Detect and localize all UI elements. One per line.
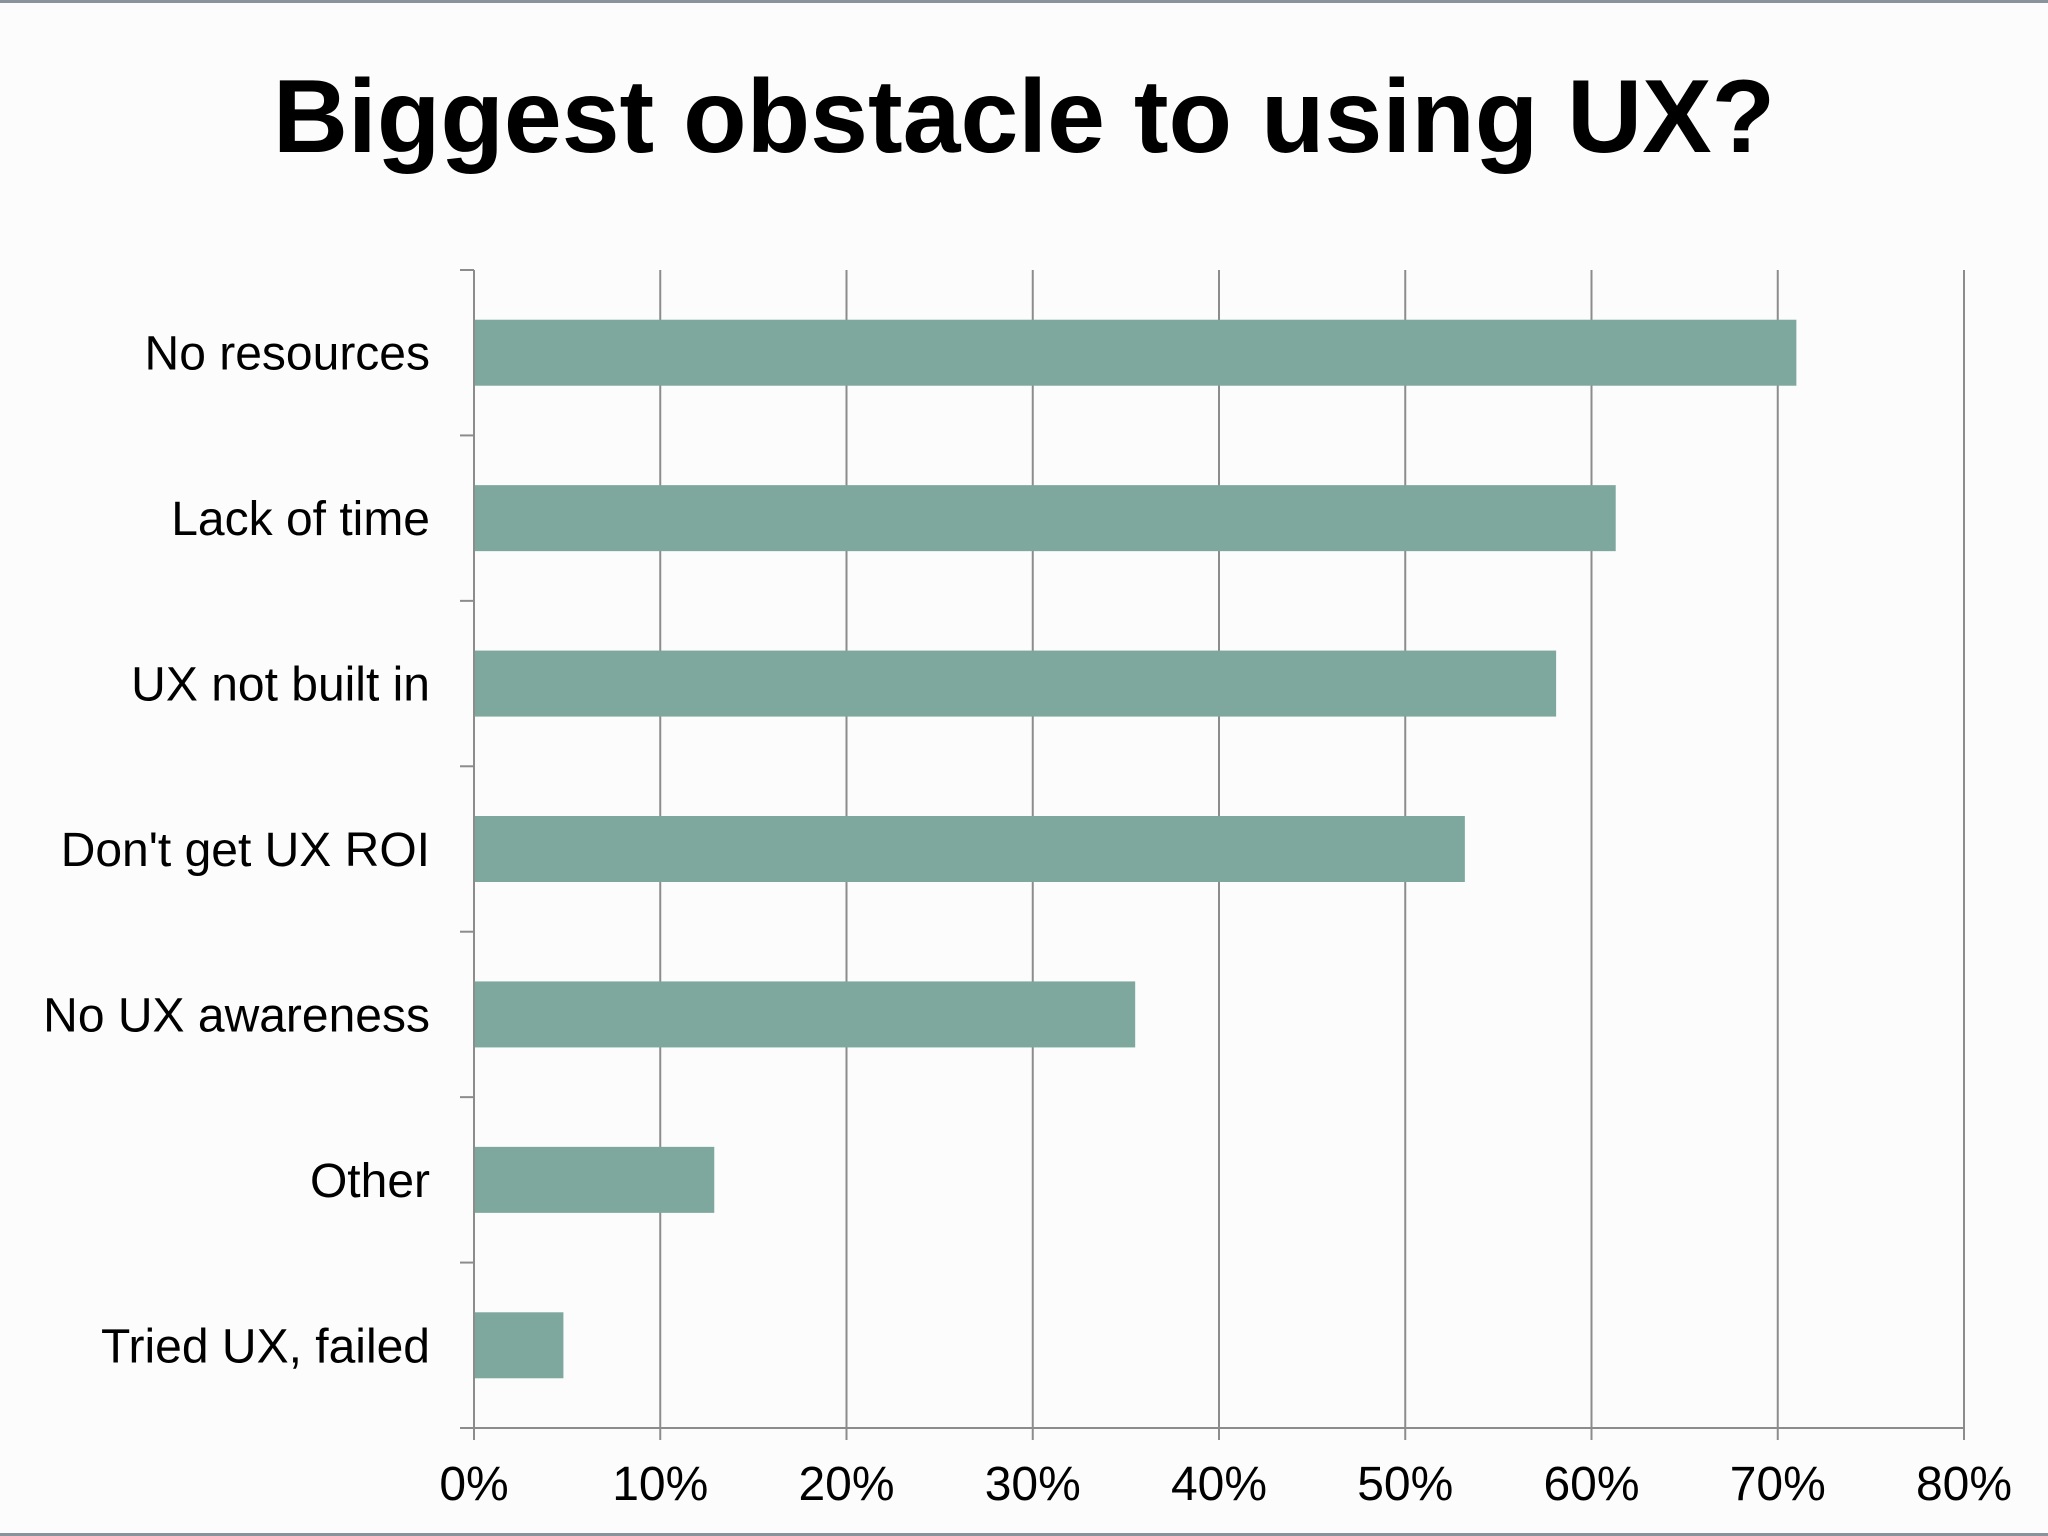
- category-label: No UX awareness: [43, 989, 430, 1042]
- bar: [474, 650, 1557, 717]
- x-tick-label: 80%: [1916, 1458, 2012, 1511]
- category-label: Lack of time: [171, 493, 430, 546]
- category-label: No resources: [145, 328, 430, 381]
- x-tick-label: 20%: [798, 1458, 894, 1511]
- x-tick-label: 70%: [1730, 1458, 1826, 1511]
- tick-labels: 0% 10% 20% 30% 40% 50% 60% 70% 80%: [439, 1458, 2012, 1511]
- category-label: Other: [310, 1155, 430, 1208]
- bar: [474, 816, 1465, 882]
- bar: [474, 1312, 564, 1379]
- category-labels: No resources Lack of time UX not built in D…: [43, 328, 430, 1374]
- x-tick-label: 30%: [985, 1458, 1081, 1511]
- x-tick-label: 40%: [1171, 1458, 1267, 1511]
- x-tick-label: 10%: [612, 1458, 708, 1511]
- bar: [474, 485, 1616, 552]
- bars: [474, 319, 1797, 1379]
- bar: [474, 319, 1797, 386]
- chart-title: Biggest obstacle to using UX?: [272, 59, 1776, 175]
- bar: [474, 1146, 715, 1213]
- category-label: Tried UX, failed: [101, 1320, 430, 1373]
- bar: [474, 981, 1136, 1048]
- x-tick-label: 50%: [1357, 1458, 1453, 1511]
- category-label: UX not built in: [131, 659, 430, 712]
- x-tick-label: 60%: [1543, 1458, 1639, 1511]
- x-tick-label: 0%: [439, 1458, 508, 1511]
- axes: [460, 269, 1964, 1440]
- category-label: Don't get UX ROI: [61, 824, 430, 877]
